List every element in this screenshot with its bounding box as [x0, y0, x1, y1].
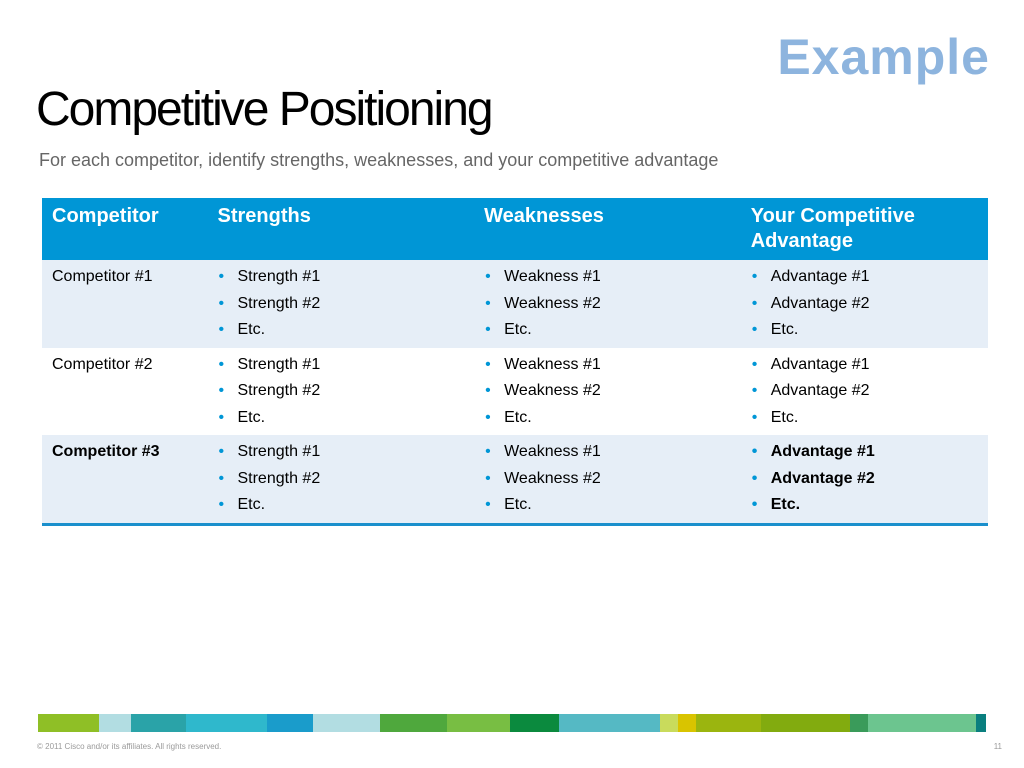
bullet-icon: • [751, 294, 758, 312]
list-item: • Etc. [217, 317, 464, 344]
list-item: • Advantage #1 [751, 264, 978, 291]
decorative-color-strip [38, 714, 986, 732]
list-item: • Advantage #1 [751, 439, 978, 466]
strip-segment [38, 714, 100, 732]
strip-segment [760, 714, 850, 732]
table-row: Competitor #3 • Strength #1 • Strength #2 … [42, 435, 988, 524]
strip-segment [695, 714, 761, 732]
weaknesses-cell: • Weakness #1 • Weakness #2 • Etc. [474, 260, 741, 348]
header-competitive-advantage: Your Competitive Advantage [740, 198, 988, 260]
strip-segment [379, 714, 447, 732]
list-item: • Etc. [751, 492, 978, 519]
bullet-icon: • [751, 355, 758, 373]
list-item: • Etc. [484, 405, 731, 432]
list-item: • Etc. [217, 492, 464, 519]
header-strengths: Strengths [207, 198, 475, 260]
strip-segment [849, 714, 868, 732]
list-item: • Strength #1 [217, 264, 464, 291]
list-item: • Advantage #1 [751, 352, 978, 379]
strip-segment [510, 714, 560, 732]
strip-segment [130, 714, 187, 732]
example-label: Example [777, 29, 990, 85]
list-item: • Etc. [484, 492, 731, 519]
strip-segment [660, 714, 678, 732]
strengths-cell: • Strength #1 • Strength #2 • Etc. [207, 260, 475, 348]
strip-segment [267, 714, 313, 732]
strengths-cell: • Strength #1 • Strength #2 • Etc. [207, 347, 475, 435]
strip-segment [867, 714, 977, 732]
list-item: • Weakness #1 [484, 352, 731, 379]
bullet-icon: • [218, 408, 225, 426]
competitor-name: Competitor #3 [42, 435, 208, 524]
competitive-positioning-table: Competitor Strengths Weaknesses Your Com… [42, 198, 988, 526]
header-competitor: Competitor [42, 198, 208, 260]
list-item: • Etc. [484, 317, 731, 344]
list-item: • Advantage #2 [751, 466, 978, 493]
copyright-footer: © 2011 Cisco and/or its affiliates. All … [37, 742, 222, 751]
table-header-row: Competitor Strengths Weaknesses Your Com… [42, 198, 988, 260]
page-title: Competitive Positioning [36, 83, 494, 136]
advantages-cell: • Advantage #1 • Advantage #2 • Etc. [740, 435, 988, 524]
header-weaknesses: Weaknesses [474, 198, 741, 260]
competitor-name: Competitor #2 [42, 347, 208, 435]
bullet-icon: • [485, 268, 491, 285]
strip-segment [677, 714, 696, 732]
bullet-icon: • [218, 268, 225, 285]
strip-segment [99, 714, 131, 732]
bullet-icon: • [751, 382, 758, 399]
table-row: Competitor #1 • Strength #1 • Strength #2 … [42, 260, 988, 348]
bullet-icon: • [751, 321, 758, 338]
bullet-icon: • [751, 496, 758, 513]
list-item: • Etc. [751, 317, 978, 344]
strip-segment [976, 714, 986, 732]
list-item: • Strength #2 [217, 291, 464, 318]
bullet-icon: • [485, 294, 491, 312]
list-item: • Weakness #2 [484, 291, 731, 318]
list-item: • Weakness #2 [484, 466, 731, 493]
weaknesses-cell: • Weakness #1 • Weakness #2 • Etc. [474, 435, 741, 524]
page-subtitle: For each competitor, identify strengths,… [39, 150, 719, 170]
bullet-icon: • [485, 408, 491, 426]
bullet-icon: • [218, 355, 225, 373]
list-item: • Weakness #1 [484, 264, 731, 291]
strip-segment [312, 714, 380, 732]
advantages-cell: • Advantage #1 • Advantage #2 • Etc. [740, 347, 988, 435]
list-item: • Etc. [217, 405, 464, 432]
strengths-cell: • Strength #1 • Strength #2 • Etc. [207, 435, 475, 524]
list-item: • Strength #1 [217, 352, 464, 379]
bullet-icon: • [485, 496, 491, 513]
list-item: • Strength #2 [217, 378, 464, 405]
bullet-icon: • [218, 382, 225, 399]
bullet-icon: • [751, 469, 758, 487]
list-item: • Advantage #2 [751, 378, 978, 405]
bullet-icon: • [218, 496, 225, 513]
bullet-icon: • [218, 321, 225, 338]
list-item: • Weakness #1 [484, 439, 731, 466]
list-item: • Weakness #2 [484, 378, 731, 405]
bullet-icon: • [218, 469, 225, 487]
list-item: • Strength #1 [217, 439, 464, 466]
list-item: • Advantage #2 [751, 291, 978, 318]
table-row: Competitor #2 • Strength #1 • Strength #2 … [42, 347, 988, 435]
bullet-icon: • [751, 408, 758, 426]
list-item: • Etc. [751, 405, 978, 432]
bullet-icon: • [218, 294, 225, 312]
advantages-cell: • Advantage #1 • Advantage #2 • Etc. [740, 260, 988, 348]
weaknesses-cell: • Weakness #1 • Weakness #2 • Etc. [474, 347, 741, 435]
competitor-name: Competitor #1 [42, 260, 208, 348]
bullet-icon: • [485, 469, 491, 487]
bullet-icon: • [218, 443, 225, 460]
list-item: • Strength #2 [217, 466, 464, 493]
bullet-icon: • [751, 268, 758, 285]
strip-segment [559, 714, 661, 732]
bullet-icon: • [485, 443, 491, 460]
bullet-icon: • [751, 443, 758, 460]
bullet-icon: • [485, 355, 491, 373]
bullet-icon: • [485, 382, 491, 399]
strip-segment [186, 714, 268, 732]
strip-segment [446, 714, 511, 732]
bullet-icon: • [485, 321, 491, 338]
page-number: 11 [993, 742, 1002, 751]
